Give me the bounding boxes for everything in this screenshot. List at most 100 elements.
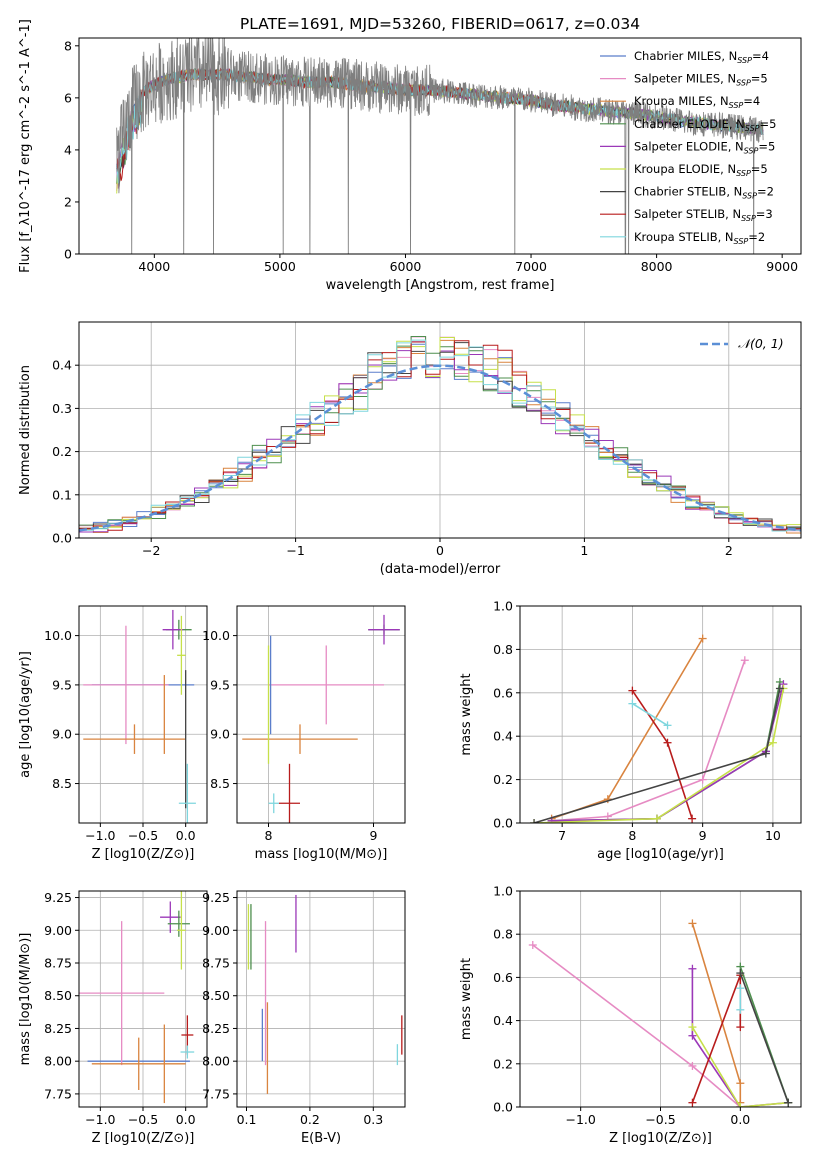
y-tick-label: 8.00 xyxy=(44,1054,72,1069)
y-tick-label: 8.25 xyxy=(202,1021,230,1036)
panel-age-vs-mass: 8 9 8.5 9.0 9.5 10.0 mass [log10(M/M⊙)] xyxy=(202,605,406,862)
legend-name: Kroupa ELODIE, N xyxy=(634,162,736,176)
y-tick-label: 9.5 xyxy=(210,677,230,692)
y-tick-label: 9.5 xyxy=(52,677,72,692)
y-tick-label: 10.0 xyxy=(44,628,72,643)
x-axis-label: age [log10(age/yr)] xyxy=(597,847,724,862)
panel-massweight-vs-age: 7 8 9 10 0.0 0.2 0.4 0.6 0.8 1.0 age [log10(age/yr… xyxy=(459,599,802,862)
legend-name: Salpeter STELIB, N xyxy=(634,207,741,221)
y-tick-label: 9.0 xyxy=(52,727,72,742)
massweight-line-2 xyxy=(551,638,704,820)
y-tick-label: 8.5 xyxy=(52,776,72,791)
axes: −1.0 −0.5 0.0 8.5 9.0 9.5 10.0 Z [log10(Z/Z⊙)] a… xyxy=(18,605,208,862)
legend-sub: SSP xyxy=(729,101,744,110)
axes: 0.1 0.2 0.3 7.75 8.00 8.25 8.50 8.75 9.00 9.25 E(B… xyxy=(202,890,406,1146)
axes-frame xyxy=(236,605,406,824)
x-axis-label: Z [log10(Z/Z⊙)] xyxy=(92,1131,195,1146)
legend-label: Kroupa MILES, NSSP=4 xyxy=(634,94,760,110)
legend-name: Kroupa STELIB, N xyxy=(634,230,734,244)
massweight-line-5 xyxy=(533,688,785,823)
legend-name: Chabrier ELODIE, N xyxy=(634,117,745,131)
legend-nssp: =5 xyxy=(758,139,775,153)
panel-mass-vs-ebv: 0.1 0.2 0.3 7.75 8.00 8.25 8.50 8.75 9.00 9.25 E(B… xyxy=(202,890,406,1146)
axes-frame xyxy=(236,890,406,1108)
x-tick-label: 7 xyxy=(558,828,566,843)
plot-area xyxy=(83,609,196,823)
legend-nssp: =2 xyxy=(757,185,774,199)
axes: 4000 5000 6000 7000 8000 9000 0 2 4 6 8 wavelength … xyxy=(18,19,802,293)
legend-sub: SSP xyxy=(737,56,752,65)
massweight-line-5 xyxy=(691,1026,789,1107)
y-tick-label: 10.0 xyxy=(202,628,230,643)
x-tick-label: −1.0 xyxy=(565,1112,595,1127)
y-axis-label: age [log10(age/yr)] xyxy=(18,651,33,778)
x-tick-label: 1 xyxy=(580,543,588,558)
massweight-line-1 xyxy=(532,944,741,1107)
legend-nssp: =5 xyxy=(760,117,777,131)
y-tick-label: 0 xyxy=(64,247,72,262)
plot-area xyxy=(528,919,793,1107)
y-tick-label: 7.75 xyxy=(44,1086,72,1101)
y-tick-label: 0.8 xyxy=(493,927,513,942)
x-tick-label: 0.0 xyxy=(176,828,196,843)
y-tick-label: 6 xyxy=(64,90,72,105)
massweight-line-2 xyxy=(691,923,742,1103)
panel-age-vs-z: −1.0 −0.5 0.0 8.5 9.0 9.5 10.0 Z [log10(Z/Z⊙)] a… xyxy=(18,605,208,862)
axes-frame xyxy=(78,37,802,255)
x-tick-label: −0.5 xyxy=(645,1112,675,1127)
y-tick-label: 8 xyxy=(64,38,72,53)
x-tick-label: 9 xyxy=(699,828,707,843)
x-tick-label: −1 xyxy=(286,543,304,558)
axes: −1.0 −0.5 0.0 0.0 0.2 0.4 0.6 0.8 1.0 Z [log10(Z/… xyxy=(459,884,802,1146)
legend-sub: SSP xyxy=(741,214,756,223)
massweight-line-8 xyxy=(631,702,668,727)
legend-sub: SSP xyxy=(744,146,759,155)
x-tick-label: 9000 xyxy=(766,259,798,274)
x-axis-label: mass [log10(M/M⊙)] xyxy=(255,847,388,862)
x-tick-label: 0 xyxy=(436,543,444,558)
massweight-line-1 xyxy=(551,660,746,822)
x-axis-label: (data-model)/error xyxy=(380,562,501,577)
y-tick-label: 0.0 xyxy=(52,531,72,546)
legend-name: Salpeter ELODIE, N xyxy=(634,139,744,153)
legend-name: Chabrier STELIB, N xyxy=(634,185,742,199)
x-tick-label: 8 xyxy=(628,828,636,843)
legend-sub: SSP xyxy=(736,79,751,88)
observed-spectrum xyxy=(116,38,764,254)
massweight-line-6 xyxy=(533,688,781,823)
y-tick-label: 0.2 xyxy=(52,444,72,459)
y-tick-label: 7.75 xyxy=(202,1086,230,1101)
legend-name: Chabrier MILES, N xyxy=(634,49,737,63)
legend-sub: SSP xyxy=(742,192,757,201)
y-tick-label: 0.0 xyxy=(493,816,513,831)
y-axis-label: Normed distribution xyxy=(18,365,33,495)
y-axis-label: Flux [f_λ10^-17 erg cm^-2 s^-1 A^-1] xyxy=(18,19,33,273)
legend-label: Chabrier STELIB, NSSP=2 xyxy=(634,185,774,201)
plot-area xyxy=(530,634,788,823)
massweight-line-6 xyxy=(739,972,789,1103)
legend-sub: SSP xyxy=(745,124,760,133)
y-tick-label: 9.25 xyxy=(202,890,230,905)
y-tick-label: 8.50 xyxy=(202,988,230,1003)
legend-sub: SSP xyxy=(736,169,751,178)
axes-frame xyxy=(519,605,802,824)
y-tick-label: 1.0 xyxy=(493,599,513,614)
y-tick-label: 8.25 xyxy=(44,1021,72,1036)
x-axis-label: wavelength [Angstrom, rest frame] xyxy=(326,278,555,293)
y-tick-label: 0.4 xyxy=(52,358,72,373)
x-tick-label: 0.1 xyxy=(237,1112,257,1127)
y-tick-label: 8.75 xyxy=(44,956,72,971)
x-tick-label: 8 xyxy=(265,828,273,843)
legend-nssp: =5 xyxy=(751,162,768,176)
x-tick-label: 2 xyxy=(725,543,733,558)
legend-nssp: =4 xyxy=(743,94,760,108)
y-tick-label: 0.4 xyxy=(493,729,513,744)
plot-area xyxy=(242,614,400,823)
legend-name: Salpeter MILES, N xyxy=(634,72,736,86)
y-tick-label: 0.2 xyxy=(493,1056,513,1071)
y-axis-label: mass weight xyxy=(459,958,474,1040)
legend-nssp: =5 xyxy=(751,72,768,86)
x-tick-label: 8000 xyxy=(641,259,673,274)
y-tick-label: 0.4 xyxy=(493,1013,513,1028)
